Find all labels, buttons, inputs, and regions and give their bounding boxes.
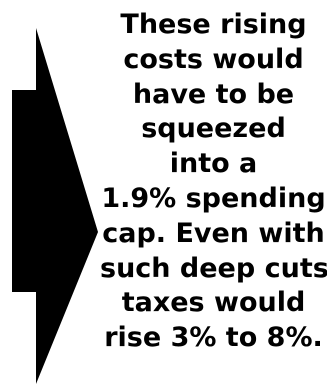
arrow-shape [12,28,98,384]
callout-line: 1.9% spending [101,182,326,214]
callout-line: into a [169,148,258,180]
callout-line: cap. Even with [102,217,325,249]
callout-line: such deep cuts, [100,252,327,284]
callout-line: costs would [123,43,304,75]
callout-line: These rising [120,9,307,40]
callout-text: These rising costs would have to be sque… [100,8,327,356]
callout-line: rise 3% to 8%. [104,322,323,354]
callout-line: have to be [132,78,295,110]
callout-line: taxes would [121,287,306,319]
callout-line: squeezed [141,113,286,145]
